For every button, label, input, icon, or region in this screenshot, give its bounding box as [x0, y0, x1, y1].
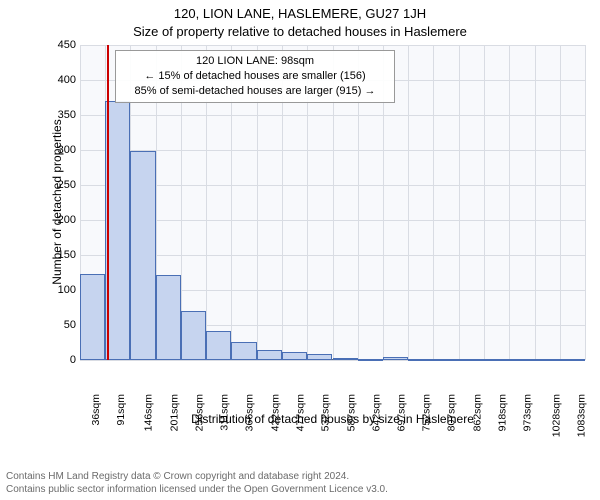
histogram-bar [459, 359, 485, 361]
histogram-bar [257, 350, 282, 361]
gridline-v [509, 45, 510, 360]
histogram-bar [535, 359, 560, 361]
gridline-v [433, 45, 434, 360]
histogram-bar [509, 359, 534, 361]
annotation-line1: 120 LION LANE: 98sqm [122, 54, 388, 69]
histogram-bar [358, 359, 383, 361]
histogram-bar [181, 311, 206, 360]
x-axis-label: Distribution of detached houses by size … [80, 412, 585, 426]
histogram-bar [156, 275, 181, 360]
histogram-bar [383, 357, 408, 360]
annotation-line2: ← 15% of detached houses are smaller (15… [122, 69, 388, 84]
ytick-label: 0 [42, 354, 76, 366]
annotation-line3: 85% of semi-detached houses are larger (… [122, 84, 388, 99]
gridline-v [560, 45, 561, 360]
page-title-line1: 120, LION LANE, HASLEMERE, GU27 1JH [0, 6, 600, 21]
histogram-bar [231, 342, 257, 360]
ytick-label: 400 [42, 74, 76, 86]
gridline-v [535, 45, 536, 360]
histogram-bar [333, 358, 358, 360]
histogram-bar [433, 359, 458, 361]
y-axis-label: Number of detached properties [50, 102, 64, 302]
histogram-bar [80, 274, 105, 360]
histogram-bar [130, 151, 155, 360]
page-title-line2: Size of property relative to detached ho… [0, 24, 600, 39]
histogram-chart: 05010015020025030035040045036sqm91sqm146… [45, 45, 585, 415]
ytick-label: 450 [42, 39, 76, 51]
gridline-v [585, 45, 586, 360]
footer-attribution: Contains HM Land Registry data © Crown c… [6, 470, 594, 496]
histogram-bar [408, 359, 433, 361]
gridline-v [459, 45, 460, 360]
histogram-bar [206, 331, 231, 360]
gridline-v [484, 45, 485, 360]
footer-line2: Contains public sector information licen… [6, 483, 594, 496]
subject-marker-line [107, 45, 109, 360]
histogram-bar [484, 359, 509, 361]
footer-line1: Contains HM Land Registry data © Crown c… [6, 470, 594, 483]
annotation-box: 120 LION LANE: 98sqm← 15% of detached ho… [115, 50, 395, 103]
histogram-bar [307, 354, 332, 360]
histogram-bar [560, 359, 585, 361]
histogram-bar [282, 352, 307, 360]
ytick-label: 50 [42, 319, 76, 331]
gridline-v [408, 45, 409, 360]
